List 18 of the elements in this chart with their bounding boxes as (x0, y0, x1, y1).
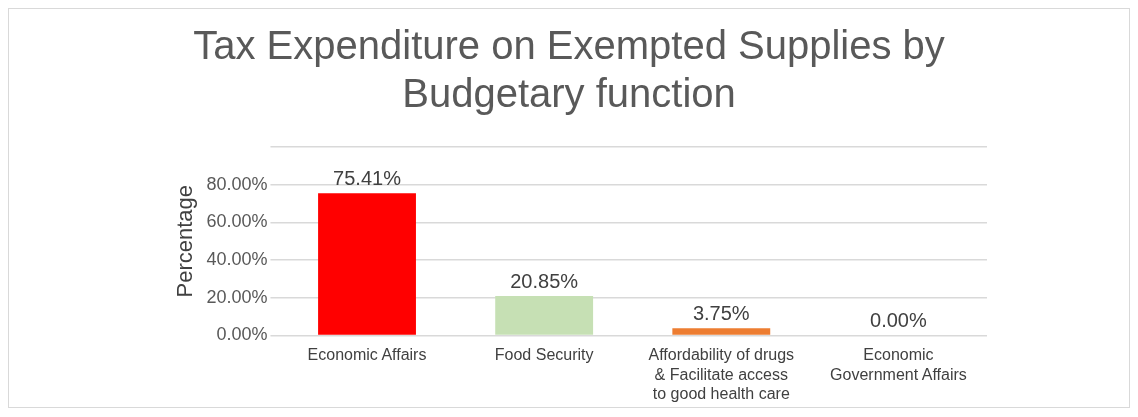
bar (318, 193, 416, 335)
y-tick-label: 0.00% (216, 324, 268, 345)
x-tick-label: Economic Government Affairs (830, 346, 967, 383)
data-label: 3.75% (692, 301, 750, 324)
y-tick-label: 20.00% (206, 286, 268, 307)
x-tick-label: Food Security (494, 346, 594, 364)
y-tick-label: 60.00% (206, 211, 268, 232)
bar (495, 296, 594, 335)
y-axis-title: Percentage (172, 184, 198, 298)
bar (672, 328, 771, 335)
chart-title: Tax Expenditure on Exempted Supplies by Budgetary function (192, 22, 946, 117)
data-label: 0.00% (870, 308, 927, 331)
y-tick-label: 80.00% (206, 173, 268, 194)
x-tick-label: Affordability of drugs & Facilitate access to good health care (648, 346, 795, 402)
x-tick-label: Economic Affairs (307, 346, 427, 364)
data-label: 20.85% (510, 269, 579, 292)
data-label: 75.41% (333, 166, 402, 189)
y-tick-label: 40.00% (206, 249, 268, 270)
